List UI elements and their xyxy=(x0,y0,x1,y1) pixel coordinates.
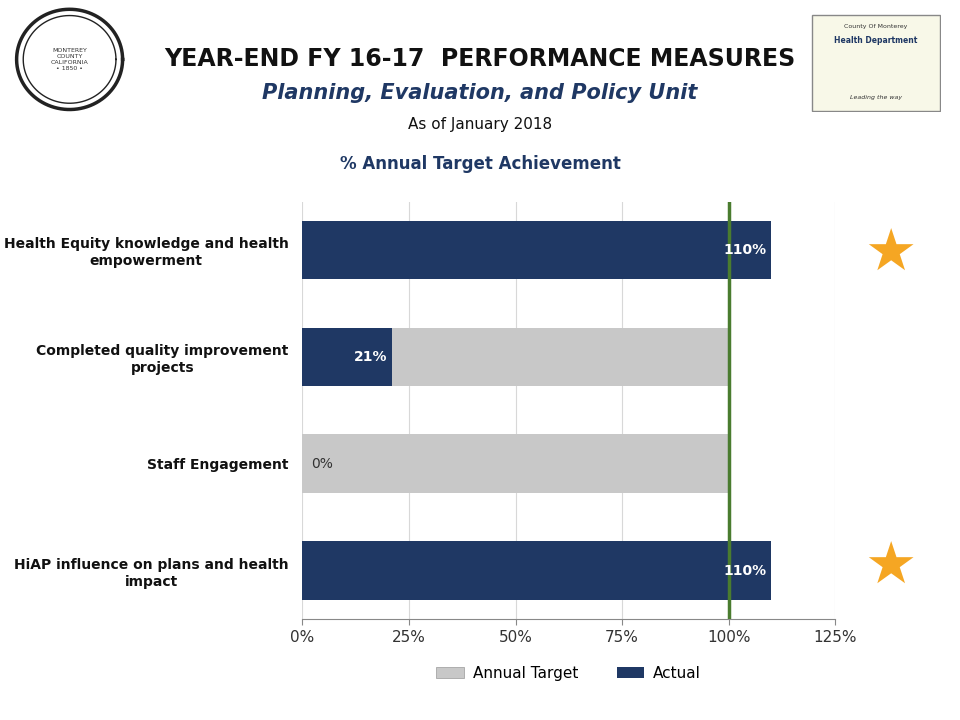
Text: 110%: 110% xyxy=(724,564,767,578)
Text: % Annual Target Achievement: % Annual Target Achievement xyxy=(340,155,620,173)
Text: As of January 2018: As of January 2018 xyxy=(408,117,552,132)
Text: 0%: 0% xyxy=(311,457,333,471)
Bar xyxy=(302,541,771,600)
Text: County Of Monterey: County Of Monterey xyxy=(844,24,908,29)
Bar xyxy=(302,220,771,279)
Text: ★: ★ xyxy=(864,225,917,282)
Bar xyxy=(302,434,729,493)
Bar xyxy=(302,328,392,387)
Text: MONTEREY
COUNTY
CALIFORNIA
• 1850 •: MONTEREY COUNTY CALIFORNIA • 1850 • xyxy=(51,48,88,71)
Text: YEAR-END FY 16-17  PERFORMANCE MEASURES: YEAR-END FY 16-17 PERFORMANCE MEASURES xyxy=(164,47,796,71)
Legend: Annual Target, Actual: Annual Target, Actual xyxy=(430,660,708,687)
FancyBboxPatch shape xyxy=(812,15,940,111)
Bar xyxy=(302,220,729,279)
Bar xyxy=(302,328,729,387)
Text: 110%: 110% xyxy=(724,243,767,257)
Text: 21%: 21% xyxy=(354,350,388,364)
Text: Health Department: Health Department xyxy=(834,36,918,45)
Text: Leading the way: Leading the way xyxy=(850,95,902,100)
Text: ★: ★ xyxy=(864,539,917,595)
Bar xyxy=(302,541,729,600)
Text: Planning, Evaluation, and Policy Unit: Planning, Evaluation, and Policy Unit xyxy=(262,83,698,103)
